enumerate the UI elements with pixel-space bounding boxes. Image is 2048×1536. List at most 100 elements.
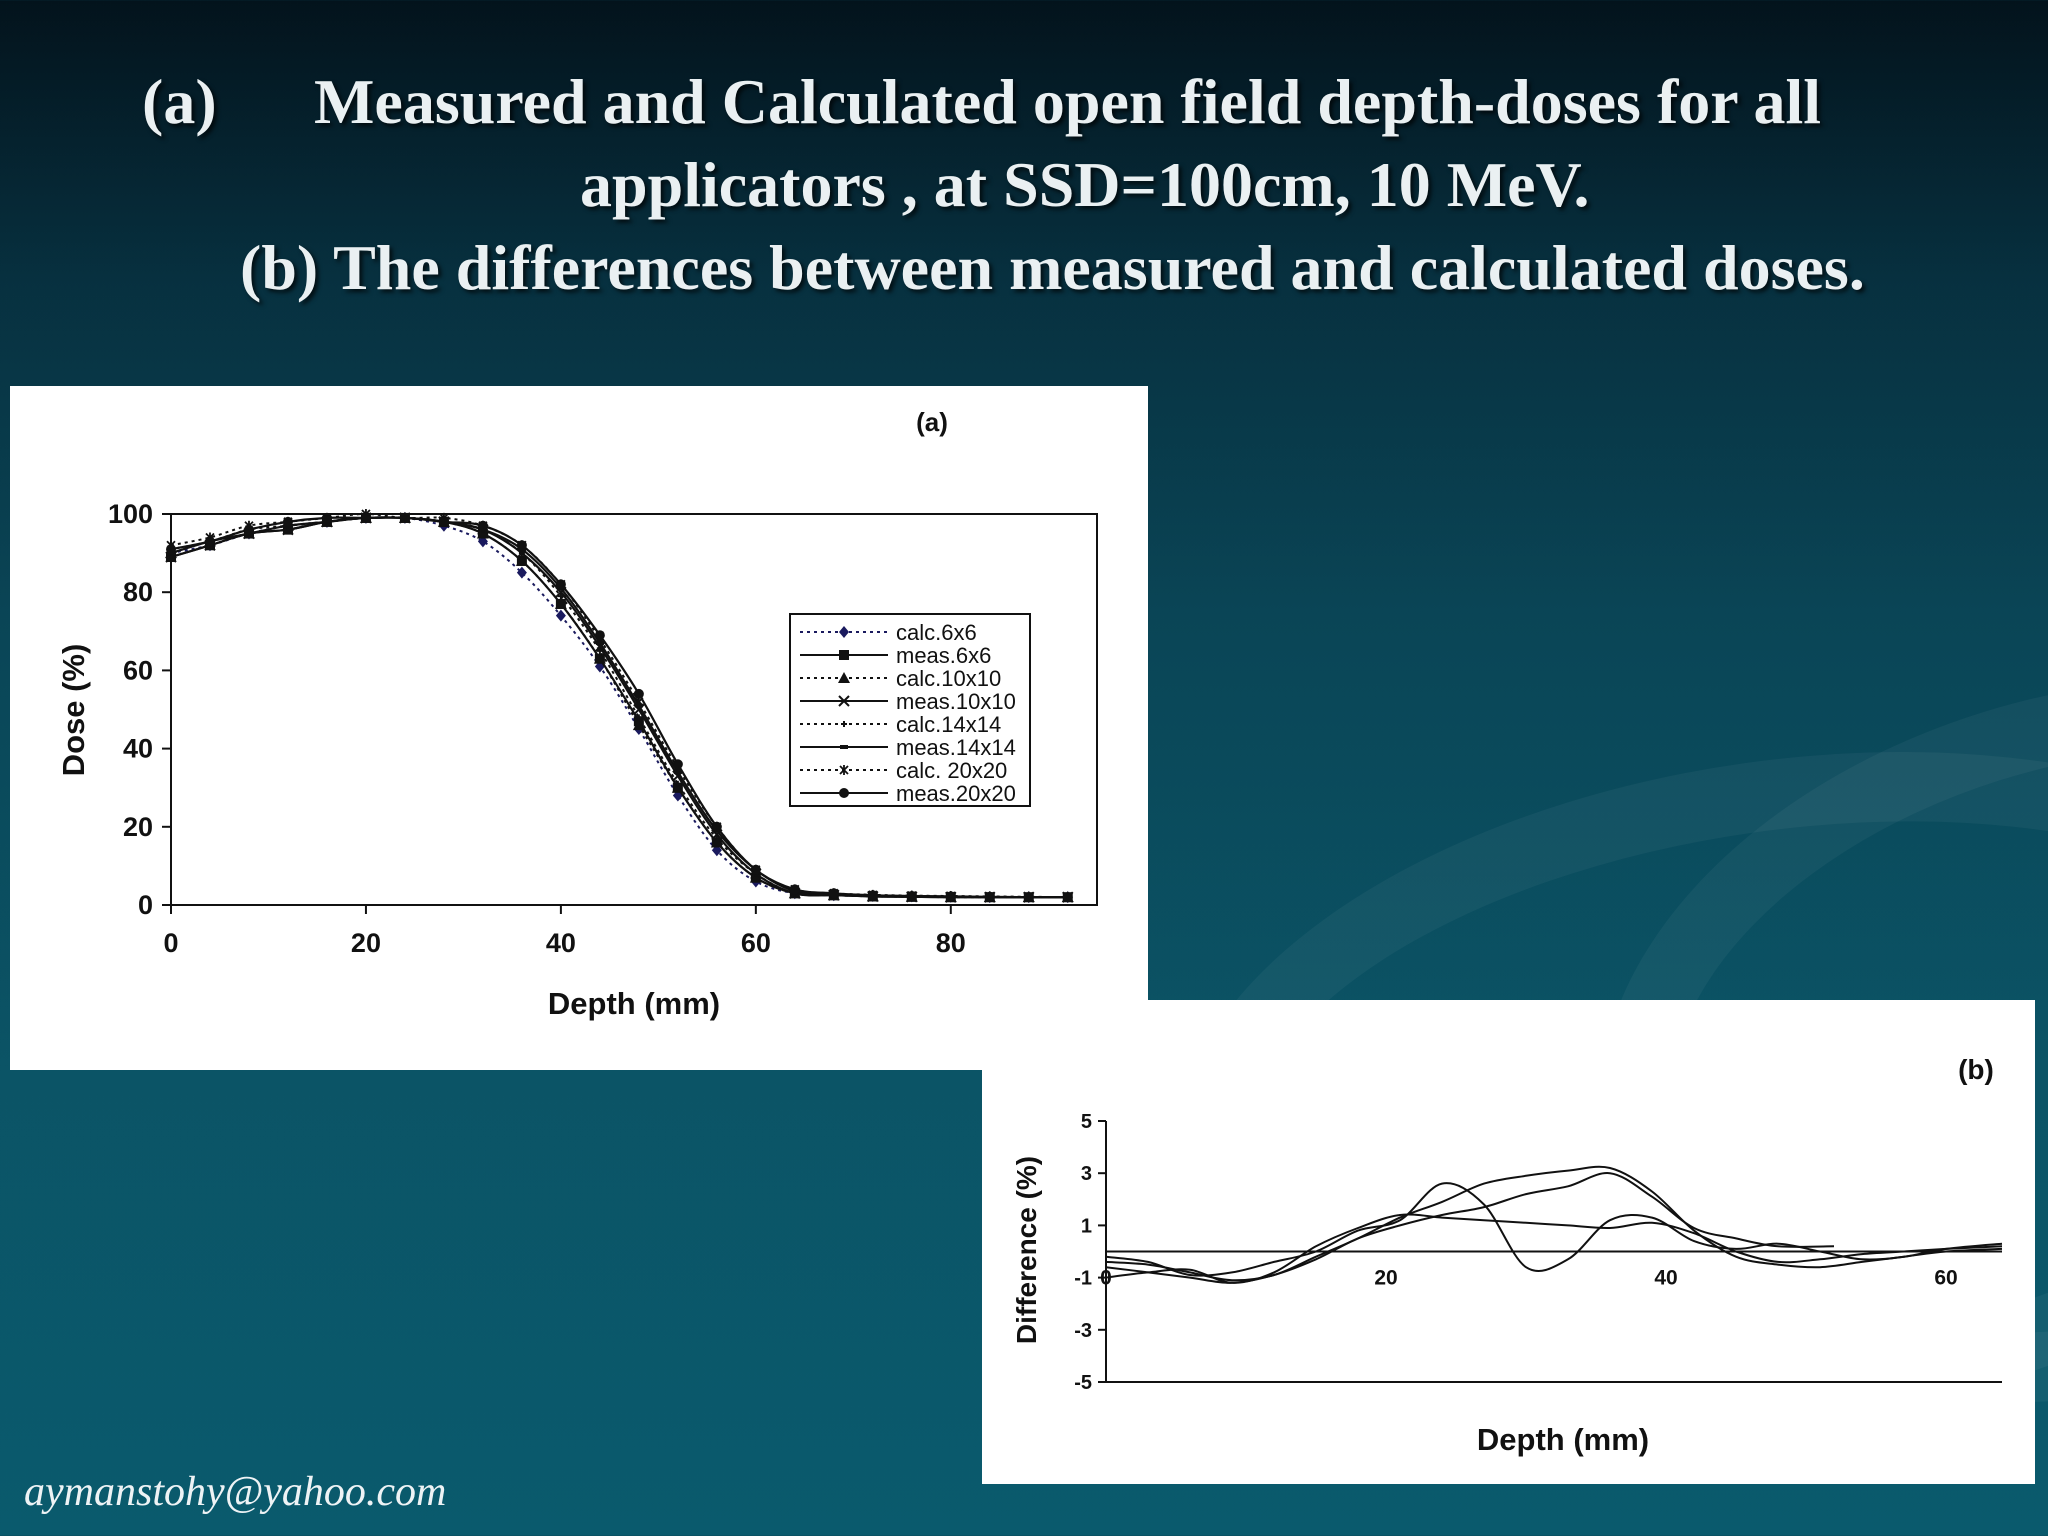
panel-label-a: (a): [916, 407, 948, 437]
data-point: [749, 871, 762, 883]
data-point: [243, 524, 254, 535]
data-point: [321, 512, 332, 523]
data-point: [633, 688, 644, 699]
y-tick-label: -3: [1074, 1320, 1092, 1342]
legend-entry: calc.6x6: [896, 620, 977, 645]
y-tick-label: -5: [1074, 1372, 1092, 1394]
data-point: [554, 597, 567, 609]
difference-series-line: [1105, 1165, 2003, 1282]
data-point: [1062, 892, 1073, 903]
legend-marker: [839, 650, 849, 660]
x-tick-label: 20: [1374, 1267, 1397, 1290]
series-group-a: [165, 509, 1074, 904]
difference-series-line: [1105, 1213, 2003, 1284]
data-point: [360, 512, 371, 523]
legend-entry: meas.20x20: [896, 781, 1016, 806]
data-point: [635, 714, 642, 721]
data-point: [555, 579, 566, 590]
x-tick-label: 0: [1100, 1267, 1112, 1290]
legend-box: [789, 613, 1031, 807]
data-point: [671, 781, 684, 793]
series-line-calc-10x10: [170, 516, 1068, 899]
y-tick-label: 100: [108, 499, 153, 529]
legend-entry: meas.14x14: [896, 735, 1016, 760]
data-point: [555, 609, 566, 622]
y-tick-label: 1: [1081, 1215, 1092, 1237]
data-point: [711, 821, 722, 832]
data-point: [477, 520, 488, 531]
depth-dose-chart: (a) 0 20 40 60 80 0 20 40 60 80 100 Depth (mm) Dos…: [56, 407, 1098, 1021]
data-point: [750, 864, 761, 875]
legend-entry: meas.10x10: [896, 689, 1016, 714]
data-point: [516, 540, 527, 551]
data-point: [984, 891, 995, 902]
data-point: [710, 836, 723, 848]
legend-marker: [839, 626, 849, 638]
data-point: [399, 512, 410, 523]
x-tick-label: 40: [1654, 1267, 1677, 1290]
data-point: [204, 536, 215, 547]
data-point: [674, 780, 681, 787]
y-tick-label: 5: [1081, 1111, 1092, 1133]
title-line-3: (b) The differences between measured and…: [240, 232, 1865, 303]
x-axis-label-b: Depth (mm): [1477, 1422, 1649, 1457]
y-axis-label-b: Difference (%): [1011, 1156, 1042, 1344]
x-tick-label: 40: [546, 928, 576, 958]
title-line-1-label: (a): [142, 66, 217, 137]
y-tick-label: -1: [1074, 1268, 1092, 1290]
panel-label-b: (b): [1958, 1054, 1994, 1085]
x-tick-label: 60: [1934, 1267, 1957, 1290]
y-tick-label: 40: [123, 734, 153, 764]
data-point: [632, 719, 645, 731]
x-tick-label: 80: [936, 928, 966, 958]
x-tick-label: 0: [163, 928, 178, 958]
chart-panel-a: (a) 0 20 40 60 80 0 20 40 60 80 100 Depth (mm) Dos…: [10, 386, 1148, 1070]
data-point: [1023, 892, 1034, 903]
legend-entry: calc.10x10: [896, 666, 1001, 691]
x-axis-label-a: Depth (mm): [548, 986, 720, 1021]
legend-entry: meas.6x6: [896, 643, 991, 668]
legend-a: calc.6x6meas.6x6calc.10x10meas.10x10calc…: [789, 613, 1031, 807]
title-line-2: applicators , at SSD=100cm, 10 MeV.: [580, 149, 1590, 220]
axis-ticks-a: 0 20 40 60 80 0 20 40 60 80 100: [108, 499, 966, 958]
legend-marker: [839, 765, 849, 775]
title-line-1: Measured and Calculated open field depth…: [314, 66, 1822, 137]
chart-panel-b: (b) 5 3 1 -1 -3 -5 0 20 40 60 Depth (mm) Differen…: [982, 1000, 2035, 1484]
data-point: [438, 516, 449, 527]
data-point: [476, 527, 489, 539]
series-group-b: [1105, 1165, 2003, 1284]
data-point: [557, 593, 564, 600]
y-tick-label: 60: [123, 655, 153, 685]
data-point: [867, 890, 878, 901]
footer-email: aymanstohy@yahoo.com: [24, 1469, 447, 1515]
data-point: [516, 566, 527, 579]
legend-marker: [841, 721, 847, 727]
data-point: [515, 554, 528, 566]
legend-marker: [838, 672, 850, 683]
legend-entry: calc. 20x20: [896, 758, 1007, 783]
x-tick-label: 20: [351, 928, 381, 958]
y-axis-label-a: Dose (%): [56, 644, 91, 777]
y-tick-label: 0: [138, 890, 153, 920]
difference-chart: (b) 5 3 1 -1 -3 -5 0 20 40 60 Depth (mm) Differen…: [1011, 1054, 2003, 1457]
y-tick-label: 80: [123, 577, 153, 607]
data-point: [672, 759, 683, 770]
data-point: [282, 516, 293, 527]
y-tick-label: 20: [123, 812, 153, 842]
x-tick-label: 60: [741, 928, 771, 958]
data-point: [594, 630, 605, 641]
data-point: [596, 647, 603, 654]
data-point: [906, 891, 917, 902]
difference-series-line: [1105, 1172, 1835, 1284]
data-point: [789, 884, 800, 895]
y-tick-label: 3: [1081, 1163, 1092, 1185]
axes-b: 5 3 1 -1 -3 -5 0 20 40 60: [1074, 1111, 2002, 1394]
legend-marker: [838, 695, 850, 707]
data-point: [828, 888, 839, 899]
legend-marker: [840, 745, 848, 749]
data-point: [166, 544, 176, 555]
legend-entry: calc.14x14: [896, 712, 1001, 737]
data-point: [593, 652, 606, 664]
data-point: [945, 891, 956, 902]
data-point: [713, 835, 720, 842]
